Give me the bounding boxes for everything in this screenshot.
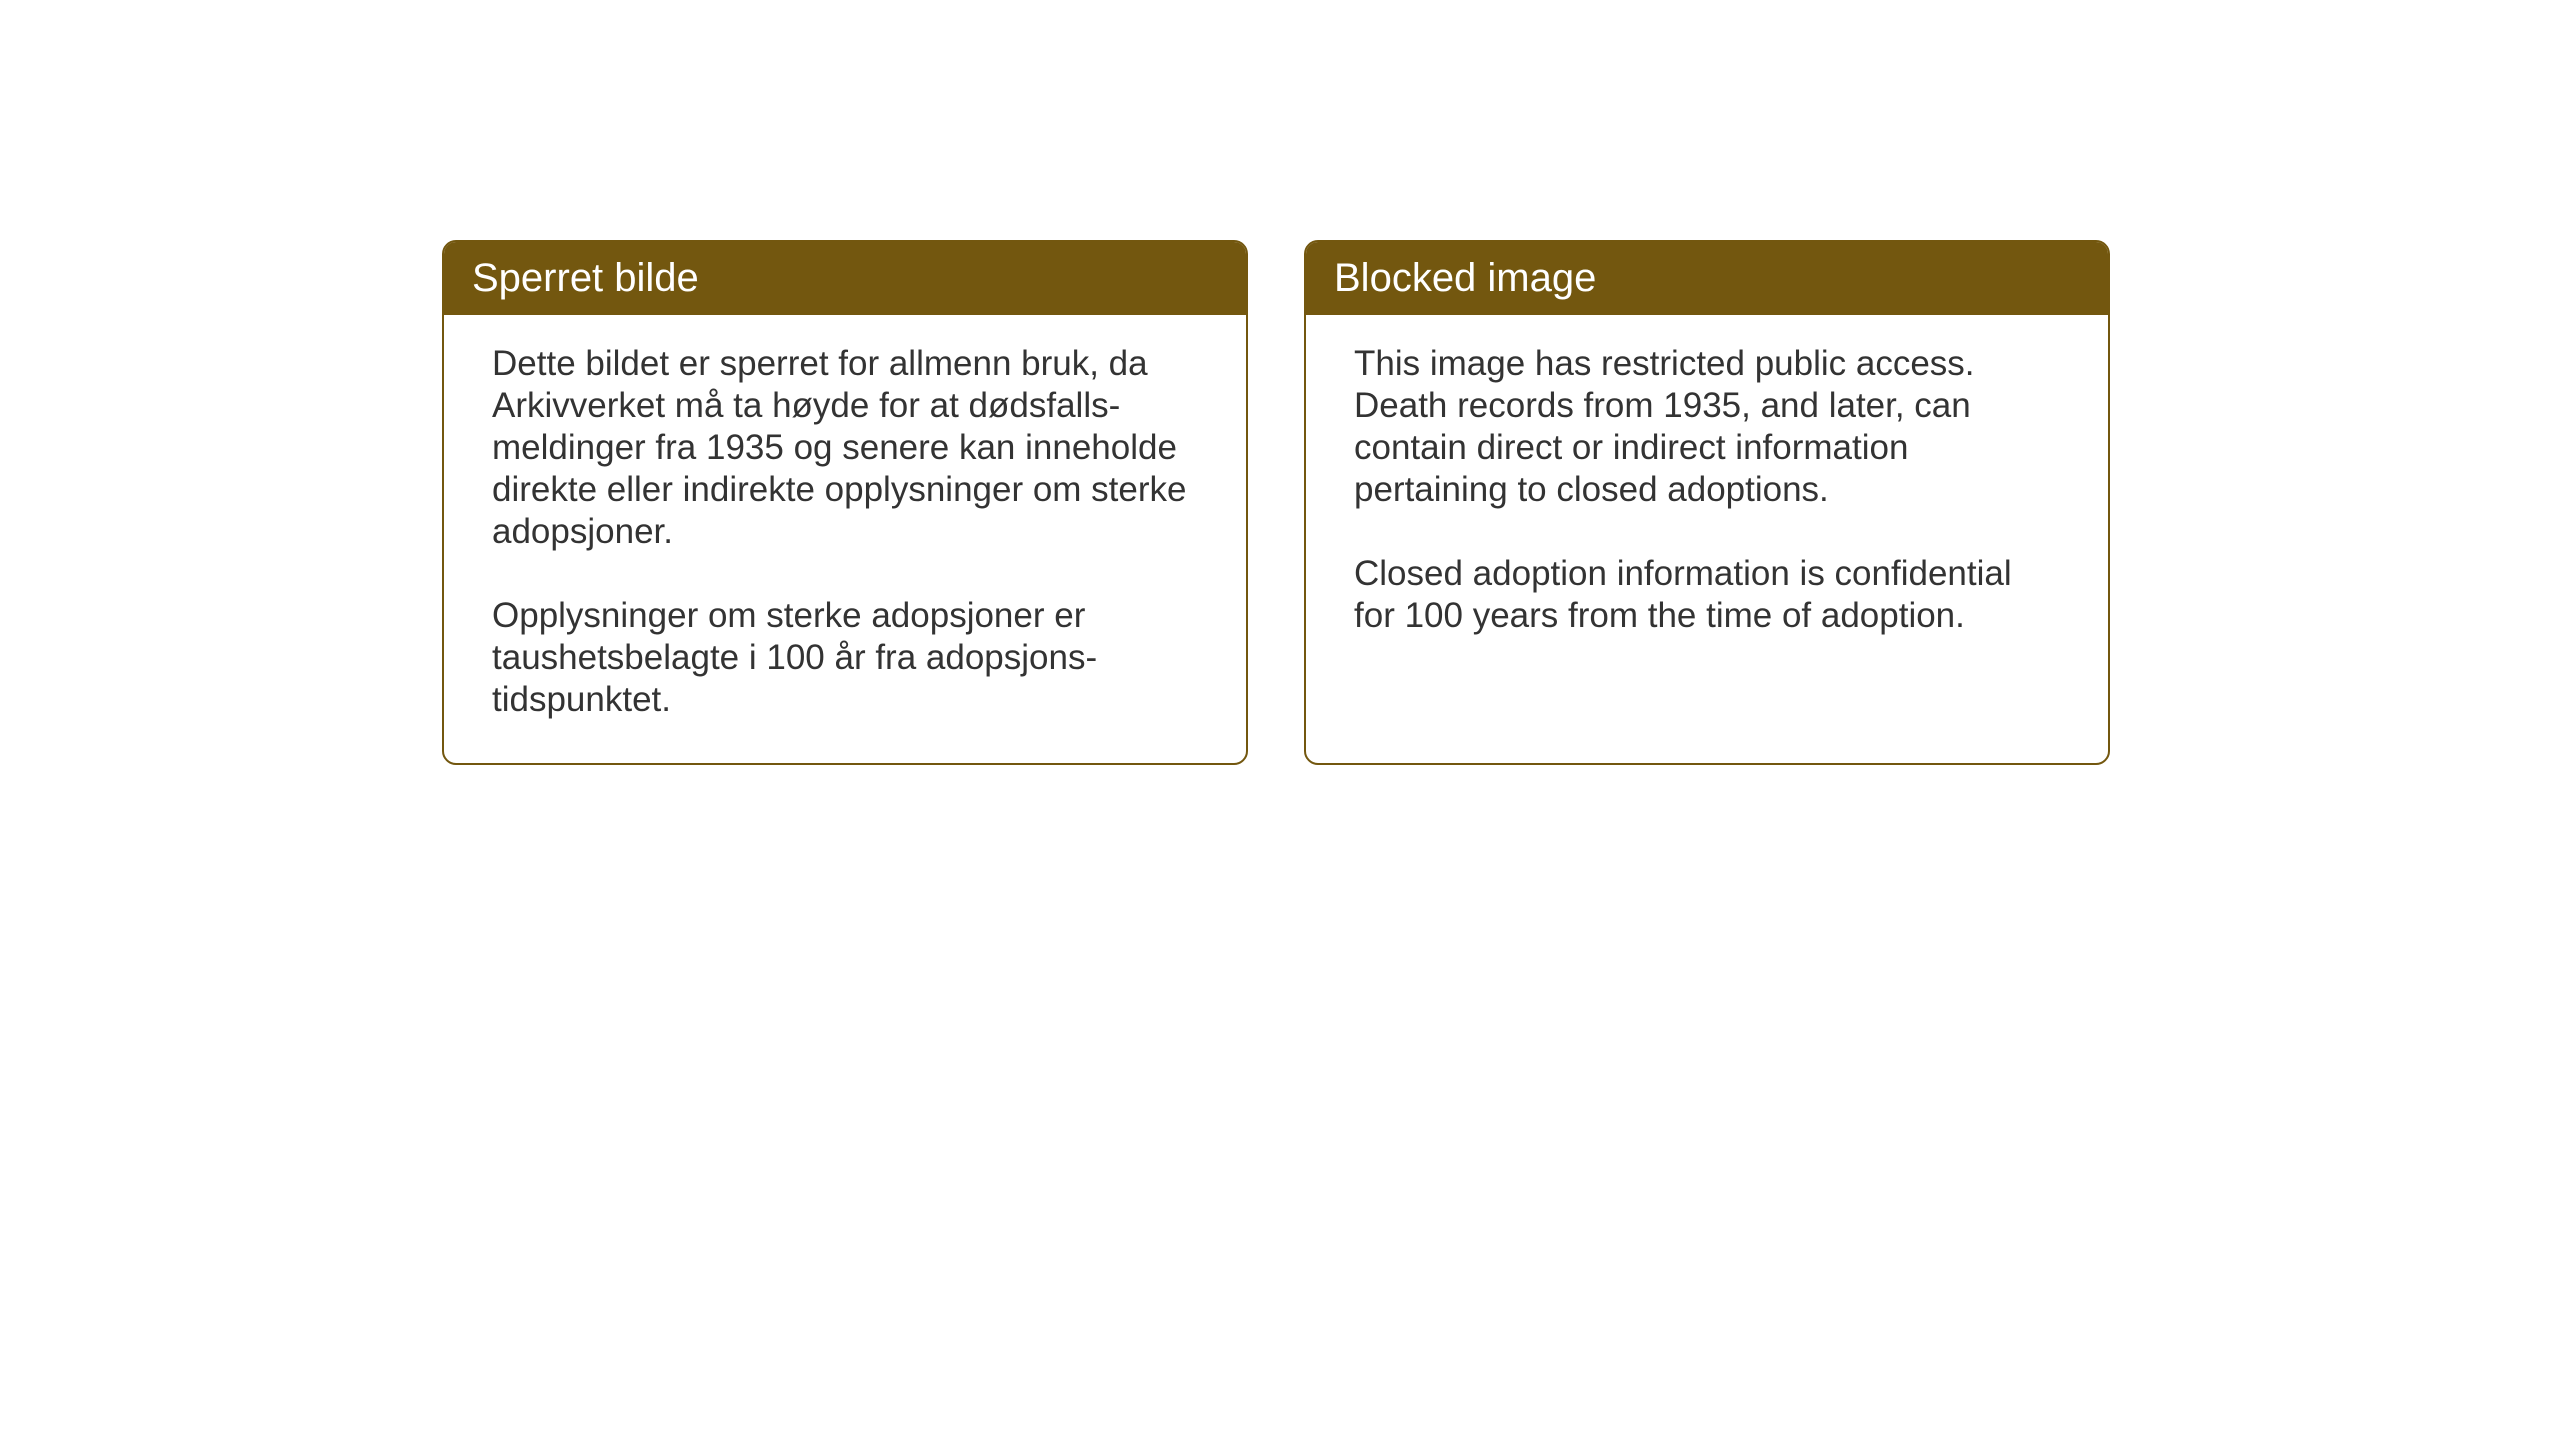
card-paragraph-2-norwegian: Opplysninger om sterke adopsjoner er tau… (492, 595, 1198, 721)
notice-card-english: Blocked image This image has restricted … (1304, 240, 2110, 765)
card-header-english: Blocked image (1306, 242, 2108, 315)
card-body-english: This image has restricted public access.… (1306, 315, 2108, 679)
card-paragraph-1-norwegian: Dette bildet er sperret for allmenn bruk… (492, 343, 1198, 553)
card-paragraph-1-english: This image has restricted public access.… (1354, 343, 2060, 511)
card-paragraph-2-english: Closed adoption information is confident… (1354, 553, 2060, 637)
card-title-english: Blocked image (1334, 256, 1596, 300)
card-header-norwegian: Sperret bilde (444, 242, 1246, 315)
notice-card-norwegian: Sperret bilde Dette bildet er sperret fo… (442, 240, 1248, 765)
card-body-norwegian: Dette bildet er sperret for allmenn bruk… (444, 315, 1246, 763)
card-title-norwegian: Sperret bilde (472, 256, 699, 300)
notice-container: Sperret bilde Dette bildet er sperret fo… (442, 240, 2110, 765)
